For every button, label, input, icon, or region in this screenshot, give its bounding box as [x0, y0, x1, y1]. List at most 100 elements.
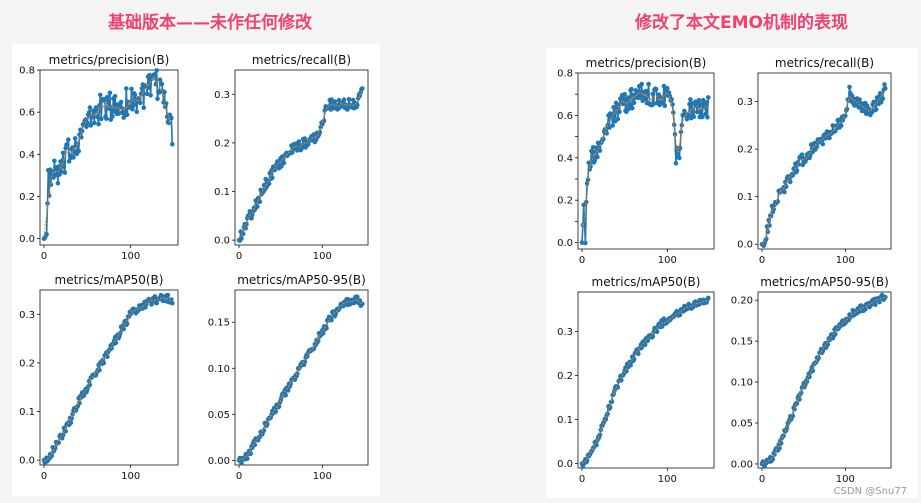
- data-point: [169, 115, 174, 121]
- data-point: [320, 330, 326, 336]
- x-tick-label: 100: [313, 471, 332, 482]
- data-point: [279, 164, 284, 169]
- chart-2: metrics/mAP50(B) 0.0 0.1 0.2 0.3 0 100: [19, 273, 179, 482]
- data-point: [76, 148, 81, 154]
- axes-frame: [39, 289, 179, 466]
- data-point: [706, 295, 711, 301]
- y-tick-label: 0.3: [737, 97, 753, 108]
- data-point: [873, 107, 879, 112]
- y-tick-label: 0.2: [557, 371, 573, 382]
- data-point: [170, 301, 175, 306]
- watermark: CSDN @Snu77: [833, 486, 907, 497]
- data-point: [579, 240, 585, 245]
- x-tick-label: 0: [41, 251, 47, 262]
- data-point: [245, 456, 250, 462]
- data-point: [296, 139, 302, 144]
- data-point: [155, 96, 160, 102]
- data-point: [305, 354, 310, 359]
- data-point: [678, 129, 684, 135]
- data-point: [639, 81, 644, 87]
- data-point: [66, 159, 72, 164]
- y-tick-label: 0.3: [214, 90, 230, 101]
- data-point: [169, 297, 174, 302]
- x-tick-label: 0: [759, 255, 765, 266]
- data-point: [631, 357, 637, 362]
- data-point: [696, 97, 702, 103]
- data-point: [840, 117, 846, 123]
- data-point: [240, 231, 246, 237]
- data-point: [827, 135, 832, 141]
- y-tick-label: 0.3: [19, 310, 35, 321]
- data-point: [86, 110, 92, 115]
- data-point: [592, 158, 598, 163]
- data-point: [630, 105, 635, 111]
- heading-baseline: 基础版本——未作任何修改: [108, 13, 312, 33]
- data-point: [766, 217, 771, 223]
- data-point: [88, 123, 94, 128]
- data-point: [610, 123, 615, 128]
- data-point: [112, 94, 118, 99]
- y-tick-label: 0.3: [557, 327, 573, 338]
- data-point: [60, 150, 66, 156]
- data-point: [276, 404, 282, 409]
- data-point: [583, 240, 588, 246]
- chart-4: metrics/precision(B) 0.0 0.2 0.4 0.6 0.8 0 100: [557, 56, 715, 266]
- data-point: [810, 368, 816, 374]
- chart-title: metrics/recall(B): [775, 56, 874, 70]
- results-line: [581, 83, 710, 244]
- data-point: [594, 442, 599, 448]
- data-point: [154, 68, 159, 73]
- data-point: [159, 81, 165, 87]
- data-point: [302, 136, 308, 141]
- chart-title: metrics/mAP50-95(B): [760, 275, 889, 289]
- data-point: [92, 120, 97, 126]
- y-tick-label: 0.05: [731, 418, 753, 429]
- chart-3: metrics/mAP50-95(B) 0.00 0.05 0.10 0.15 0 100: [208, 273, 369, 482]
- data-point: [332, 99, 338, 104]
- data-point: [336, 98, 342, 103]
- data-point: [611, 104, 616, 110]
- data-point: [705, 115, 710, 120]
- data-point: [653, 87, 659, 92]
- x-tick-label: 100: [836, 474, 855, 485]
- chart-1: metrics/recall(B) 0.0 0.1 0.2 0.3 0 100: [214, 53, 369, 262]
- x-tick-label: 0: [236, 251, 242, 262]
- y-tick-label: 0.2: [214, 138, 230, 149]
- x-tick-label: 0: [236, 471, 242, 482]
- data-point: [706, 95, 711, 100]
- data-point: [662, 103, 668, 108]
- data-point: [124, 321, 130, 327]
- y-tick-label: 0.1: [557, 415, 573, 426]
- data-point: [607, 405, 613, 410]
- data-point: [239, 236, 244, 241]
- data-point: [646, 81, 651, 87]
- data-point: [70, 145, 75, 150]
- data-point: [830, 123, 836, 128]
- data-point: [53, 445, 58, 451]
- x-tick-label: 100: [658, 255, 677, 266]
- data-point: [84, 124, 89, 130]
- data-point: [700, 114, 705, 120]
- results-line: [581, 296, 710, 470]
- data-point: [704, 100, 709, 105]
- data-point: [65, 141, 70, 147]
- y-tick-label: 0.8: [557, 69, 573, 80]
- data-point: [110, 114, 115, 119]
- x-tick-label: 0: [579, 255, 585, 266]
- data-point: [162, 89, 167, 95]
- y-tick-label: 0.00: [731, 459, 753, 470]
- data-point: [244, 222, 249, 227]
- data-point: [616, 103, 621, 108]
- data-point: [624, 369, 629, 374]
- y-tick-label: 0.4: [19, 150, 35, 161]
- data-point: [290, 150, 295, 155]
- data-point: [609, 399, 615, 404]
- data-point: [615, 385, 621, 390]
- data-point: [59, 169, 64, 174]
- y-tick-label: 0.15: [208, 318, 230, 329]
- data-point: [838, 123, 844, 128]
- data-point: [665, 86, 670, 91]
- smooth-line: [762, 296, 886, 465]
- data-point: [620, 101, 626, 107]
- y-tick-label: 0.2: [737, 145, 753, 156]
